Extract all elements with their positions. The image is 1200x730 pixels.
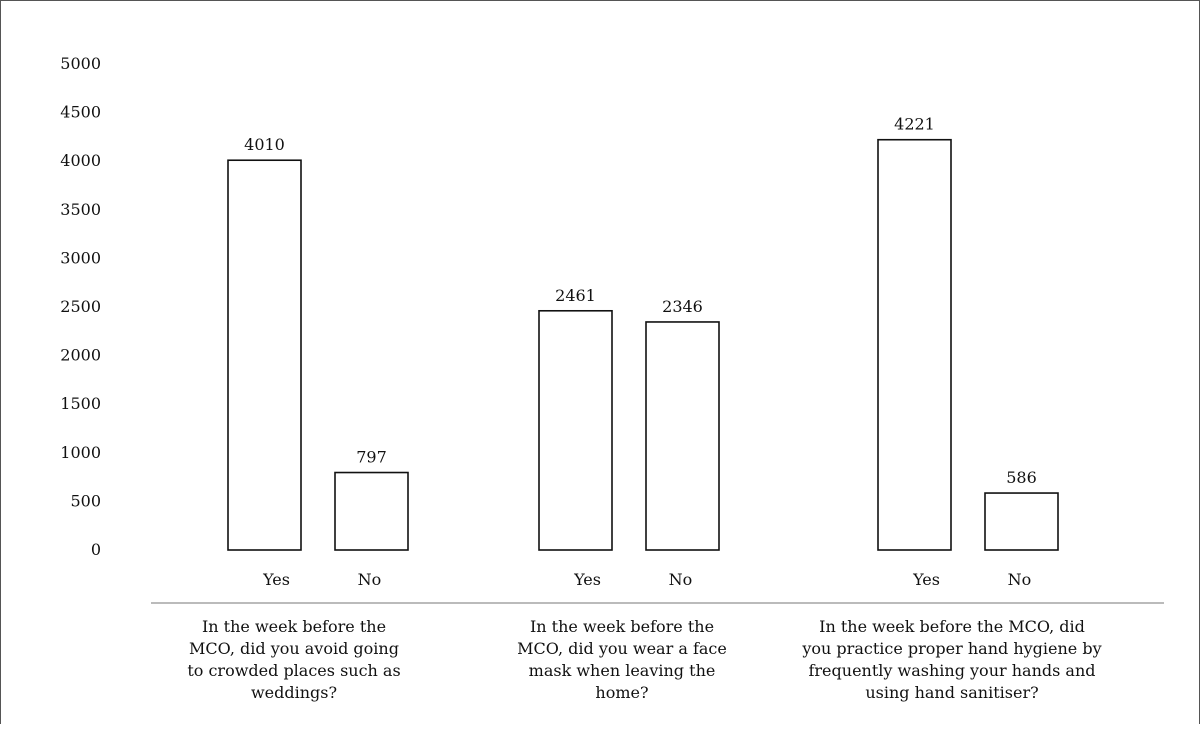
bar-3-yes [877, 138, 952, 551]
question-label-line: In the week before the [202, 617, 386, 636]
y-tick-label: 4000 [60, 151, 101, 170]
value-labels: 4010 797 2461 2346 4221 586 [244, 115, 1037, 487]
bar-3-no [984, 492, 1059, 551]
question-label-line: MCO, did you wear a face [517, 639, 727, 658]
bar-2-yes [538, 309, 613, 551]
category-label: Yes [262, 570, 290, 589]
data-label: 4010 [244, 135, 285, 154]
y-axis-ticks: 0 500 1000 1500 2000 2500 3000 3500 4000 4500 5000 [60, 54, 101, 559]
question-label-line: home? [595, 683, 648, 702]
question-label-line: mask when leaving the [529, 661, 716, 680]
y-tick-label: 1000 [60, 443, 101, 462]
bar-1-yes [227, 159, 302, 551]
data-label: 797 [356, 448, 387, 467]
data-label: 586 [1006, 468, 1037, 487]
data-label: 2461 [555, 286, 596, 305]
question-label-line: you practice proper hand hygiene by [801, 639, 1101, 658]
question-labels: In the week before the MCO, did you avoid… [187, 617, 1101, 702]
data-label: 4221 [894, 115, 935, 134]
category-label: Yes [573, 570, 601, 589]
bar-1-no [334, 471, 409, 551]
category-label: Yes [912, 570, 940, 589]
y-tick-label: 0 [91, 540, 101, 559]
question-label-line: frequently washing your hands and [808, 661, 1095, 680]
category-label: No [1008, 570, 1032, 589]
y-tick-label: 2000 [60, 346, 101, 365]
bar-2-no [645, 321, 720, 551]
bars [227, 138, 1059, 551]
category-labels: Yes No Yes No Yes No [262, 570, 1031, 589]
y-tick-label: 3500 [60, 200, 101, 219]
question-label-line: to crowded places such as [187, 661, 400, 680]
category-label: No [358, 570, 382, 589]
y-tick-label: 1500 [60, 394, 101, 413]
question-label-line: In the week before the [530, 617, 714, 636]
y-tick-label: 3000 [60, 248, 101, 267]
question-label-line: In the week before the MCO, did [819, 617, 1085, 636]
y-tick-label: 2500 [60, 297, 101, 316]
y-tick-label: 500 [70, 491, 101, 510]
question-label-line: using hand sanitiser? [865, 683, 1038, 702]
question-label-line: MCO, did you avoid going [189, 639, 399, 658]
category-label: No [669, 570, 693, 589]
data-label: 2346 [662, 297, 703, 316]
question-label-line: weddings? [251, 683, 337, 702]
y-tick-label: 4500 [60, 103, 101, 122]
y-tick-label: 5000 [60, 54, 101, 73]
